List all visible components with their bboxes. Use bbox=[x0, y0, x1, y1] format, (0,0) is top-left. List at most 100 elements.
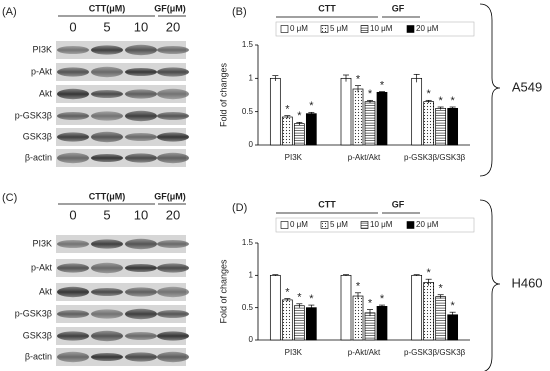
panel-label: (A) bbox=[2, 6, 17, 18]
blot-band bbox=[91, 330, 123, 342]
blot-band bbox=[125, 308, 157, 320]
blot-band bbox=[157, 263, 189, 273]
significance-mark: * bbox=[356, 281, 361, 293]
blot-row-label: p-Akt bbox=[31, 262, 53, 272]
blot-band bbox=[157, 310, 189, 318]
blot-row-label: PI3K bbox=[32, 44, 52, 54]
significance-mark: * bbox=[380, 293, 385, 305]
y-tick-label: 0 bbox=[249, 335, 254, 344]
legend-swatch bbox=[280, 25, 289, 33]
bar bbox=[447, 314, 459, 341]
blot-band bbox=[57, 67, 89, 77]
legend-label: 5 μM bbox=[330, 220, 348, 229]
legend-label: 20 μM bbox=[416, 220, 439, 229]
blot-band bbox=[125, 133, 157, 141]
blot-band bbox=[125, 153, 157, 163]
x-tick-label: PI3K bbox=[285, 348, 303, 357]
significance-mark: * bbox=[380, 80, 385, 92]
blot-band bbox=[125, 238, 157, 250]
legend-swatch bbox=[406, 25, 415, 33]
bar bbox=[376, 306, 388, 341]
blot-band bbox=[125, 352, 157, 362]
legend-label: 10 μM bbox=[370, 24, 393, 33]
y-axis-label: Fold of changes bbox=[218, 259, 228, 324]
legend-swatch bbox=[320, 25, 329, 33]
blot-band bbox=[125, 287, 157, 297]
blot-row-label: p-GSK3β bbox=[15, 110, 52, 120]
significance-mark: * bbox=[439, 283, 444, 295]
significance-mark: * bbox=[285, 104, 290, 116]
y-tick-label: 1 bbox=[249, 73, 254, 82]
lane-group-label: CTT(μM) bbox=[89, 191, 126, 201]
legend-label: 0 μM bbox=[290, 24, 308, 33]
significance-mark: * bbox=[297, 110, 302, 122]
blot-band bbox=[125, 332, 157, 340]
bracket bbox=[479, 199, 501, 371]
blot-band bbox=[125, 264, 157, 272]
blot-band bbox=[57, 351, 89, 363]
panel-label: (B) bbox=[232, 6, 247, 18]
blot-band bbox=[157, 240, 189, 248]
blot-band bbox=[91, 353, 123, 361]
group-label: CTT bbox=[318, 3, 336, 13]
legend-swatch bbox=[360, 25, 369, 33]
significance-mark: * bbox=[297, 292, 302, 304]
blot-band bbox=[91, 239, 123, 249]
bar bbox=[352, 295, 364, 341]
blot-band bbox=[157, 88, 189, 100]
lane-label: 10 bbox=[134, 19, 148, 34]
significance-mark: * bbox=[451, 300, 456, 312]
group-label: GF bbox=[392, 3, 405, 13]
y-tick-label: 0 bbox=[249, 140, 254, 149]
blot-row-label: p-GSK3β bbox=[15, 308, 52, 318]
bar bbox=[352, 88, 364, 146]
bar bbox=[305, 307, 317, 341]
lane-group-label: CTT(μM) bbox=[89, 3, 126, 13]
x-tick-label: p-GSK3β/GSK3β bbox=[404, 153, 466, 162]
x-tick-label: p-Akt/Akt bbox=[348, 348, 381, 357]
blot-band bbox=[57, 88, 89, 100]
blot-band bbox=[157, 152, 189, 164]
blot-band bbox=[57, 152, 89, 164]
significance-mark: * bbox=[309, 100, 314, 112]
lane-label: 10 bbox=[134, 207, 148, 222]
blot-row-label: PI3K bbox=[32, 238, 52, 248]
blot-band bbox=[57, 310, 89, 318]
bar bbox=[305, 113, 317, 146]
bar bbox=[411, 274, 423, 341]
blot-band bbox=[91, 131, 123, 143]
legend-label: 20 μM bbox=[416, 24, 439, 33]
blot-band bbox=[91, 154, 123, 162]
legend-swatch bbox=[280, 221, 289, 229]
blot-band bbox=[57, 240, 89, 248]
blot-band bbox=[57, 112, 89, 120]
lane-label: 0 bbox=[69, 207, 76, 222]
blot-band bbox=[91, 111, 123, 121]
blot-band bbox=[91, 309, 123, 319]
legend-swatch bbox=[360, 221, 369, 229]
lane-label: 20 bbox=[166, 207, 180, 222]
lane-group-label: GF(μM) bbox=[154, 3, 186, 13]
blot-row-label: Akt bbox=[39, 88, 53, 98]
legend-swatch bbox=[406, 221, 415, 229]
blot-band bbox=[125, 89, 157, 99]
cell-line-label: A549 bbox=[512, 79, 542, 94]
bar bbox=[435, 296, 447, 341]
blot-band bbox=[57, 132, 89, 142]
lane-group-label: GF(μM) bbox=[154, 191, 186, 201]
blot-band bbox=[57, 286, 89, 298]
significance-mark: * bbox=[356, 74, 361, 86]
blot-band bbox=[125, 110, 157, 122]
blot-band bbox=[91, 66, 123, 78]
legend-swatch bbox=[320, 221, 329, 229]
legend-label: 10 μM bbox=[370, 220, 393, 229]
panel-label: (C) bbox=[2, 192, 17, 204]
blot-band bbox=[91, 288, 123, 296]
blot-band bbox=[57, 331, 89, 341]
blot-row-label: GSK3β bbox=[23, 131, 52, 141]
legend-label: 5 μM bbox=[330, 24, 348, 33]
bar bbox=[364, 101, 376, 146]
blot-band bbox=[91, 90, 123, 98]
blot-band bbox=[125, 44, 157, 56]
